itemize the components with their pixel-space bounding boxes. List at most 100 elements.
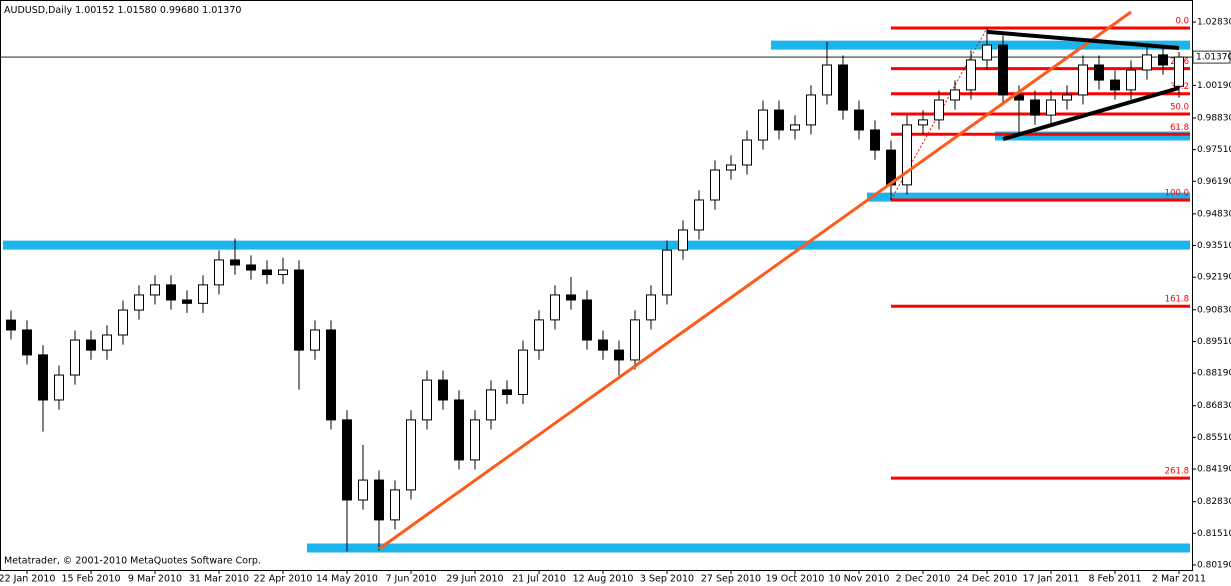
x-tick-label: 8 Feb 2011	[1088, 574, 1141, 585]
candle-body	[358, 479, 368, 501]
fib-label: 261.8	[1165, 467, 1189, 477]
low-label: 0.99680	[160, 5, 199, 16]
candle-body	[214, 259, 224, 286]
y-tick-label: 0.86830	[1197, 401, 1231, 411]
trend-line	[1002, 86, 1180, 142]
candle-body	[470, 419, 480, 461]
y-tick-label: 0.88190	[1197, 369, 1231, 379]
plot-frame	[0, 0, 1193, 571]
candle-body	[390, 489, 400, 521]
candle-body	[806, 94, 816, 126]
x-tick-label: 22 Jan 2010	[0, 574, 55, 585]
candle-body	[1174, 56, 1184, 87]
x-tick-label: 12 Aug 2010	[573, 574, 634, 585]
candle-body	[854, 109, 864, 131]
candle-body	[38, 354, 48, 401]
y-tick-label: 0.98830	[1197, 113, 1231, 123]
candle-body	[1142, 54, 1152, 71]
candle-body	[950, 89, 960, 101]
candle-body	[454, 399, 464, 461]
y-tick-label: 0.84190	[1197, 465, 1231, 475]
candle-body	[1030, 99, 1040, 116]
candle-body	[54, 374, 64, 401]
candle-body	[150, 284, 160, 296]
candle-body	[646, 294, 656, 321]
open-label: 1.00152	[75, 5, 114, 16]
x-tick-label: 19 Oct 2010	[766, 574, 825, 585]
candle-body	[774, 109, 784, 131]
close-label: 1.01370	[202, 5, 241, 16]
x-tick-label: 22 Apr 2010	[254, 574, 313, 585]
fib-label: 100.0	[1165, 188, 1189, 198]
candle-body	[294, 269, 304, 351]
symbol: AUDUSD,Daily	[4, 5, 73, 16]
candle-body	[742, 139, 752, 166]
candle-body	[262, 269, 272, 276]
candle-body	[486, 389, 496, 421]
x-tick-label: 2 Dec 2010	[896, 574, 951, 585]
candle-body	[726, 164, 736, 171]
x-tick-label: 7 Jun 2010	[385, 574, 436, 585]
candle-body	[630, 319, 640, 361]
x-tick-label: 2 Mar 2011	[1152, 574, 1206, 585]
high-label: 1.01580	[117, 5, 156, 16]
price-label: 1.01370	[1196, 53, 1231, 63]
x-tick-label: 9 Mar 2010	[128, 574, 182, 585]
candle-body	[374, 479, 384, 521]
candle-body	[550, 294, 560, 321]
fib-label: 50.0	[1170, 103, 1189, 113]
candle-body	[870, 129, 880, 151]
x-tick-label: 24 Dec 2010	[957, 574, 1018, 585]
candle-body	[566, 294, 576, 301]
y-tick-label: 0.96190	[1197, 177, 1231, 187]
credit: Metatrader, © 2001-2010 MetaQuotes Softw…	[4, 556, 261, 567]
x-tick-label: 31 Mar 2010	[189, 574, 249, 585]
candle-body	[982, 44, 992, 61]
candle-body	[422, 379, 432, 421]
candle-body	[678, 229, 688, 251]
y-tick-label: 1.02830	[1197, 18, 1231, 28]
candle-body	[118, 309, 128, 336]
candle-body	[1014, 94, 1024, 101]
candle-body	[934, 99, 944, 121]
x-tick-label: 21 Jul 2010	[512, 574, 566, 585]
candle-body	[534, 319, 544, 351]
candle-body	[134, 294, 144, 311]
candle-body	[166, 284, 176, 301]
candle-body	[582, 299, 592, 341]
candle-body	[1158, 54, 1168, 66]
candle-body	[518, 349, 528, 395]
x-tick-label: 27 Sep 2010	[701, 574, 761, 585]
price-label-box	[1192, 50, 1231, 64]
x-tick-label: 3 Sep 2010	[640, 574, 694, 585]
y-tick-label: 0.94830	[1197, 209, 1231, 219]
candle-body	[1062, 94, 1072, 101]
candle-body	[758, 109, 768, 141]
candle-body	[614, 349, 624, 361]
candle-body	[694, 199, 704, 231]
candle-body	[326, 329, 336, 421]
candle-body	[1078, 64, 1088, 96]
candle-body	[966, 59, 976, 91]
fib-label: 0.0	[1175, 17, 1189, 27]
y-tick-label: 0.93510	[1197, 241, 1231, 251]
candle-body	[310, 329, 320, 351]
candle-body	[918, 119, 928, 126]
x-tick-label: 15 Feb 2010	[61, 574, 120, 585]
candle-body	[1110, 79, 1120, 91]
fib-label: 61.8	[1170, 123, 1189, 133]
candle-body	[502, 389, 512, 395]
candle-body	[822, 64, 832, 96]
candle-body	[22, 329, 32, 356]
y-tick-label: 1.00190	[1197, 81, 1231, 91]
candle-body	[1126, 69, 1136, 91]
y-tick-label: 0.82830	[1197, 497, 1231, 507]
candle-body	[278, 269, 288, 276]
candle-body	[662, 249, 672, 296]
y-tick-label: 0.97510	[1197, 145, 1231, 155]
chart-header: AUDUSD,Daily 1.00152 1.01580 0.99680 1.0…	[4, 5, 241, 16]
y-tick-label: 0.80190	[1197, 560, 1231, 570]
candle-body	[198, 284, 208, 304]
